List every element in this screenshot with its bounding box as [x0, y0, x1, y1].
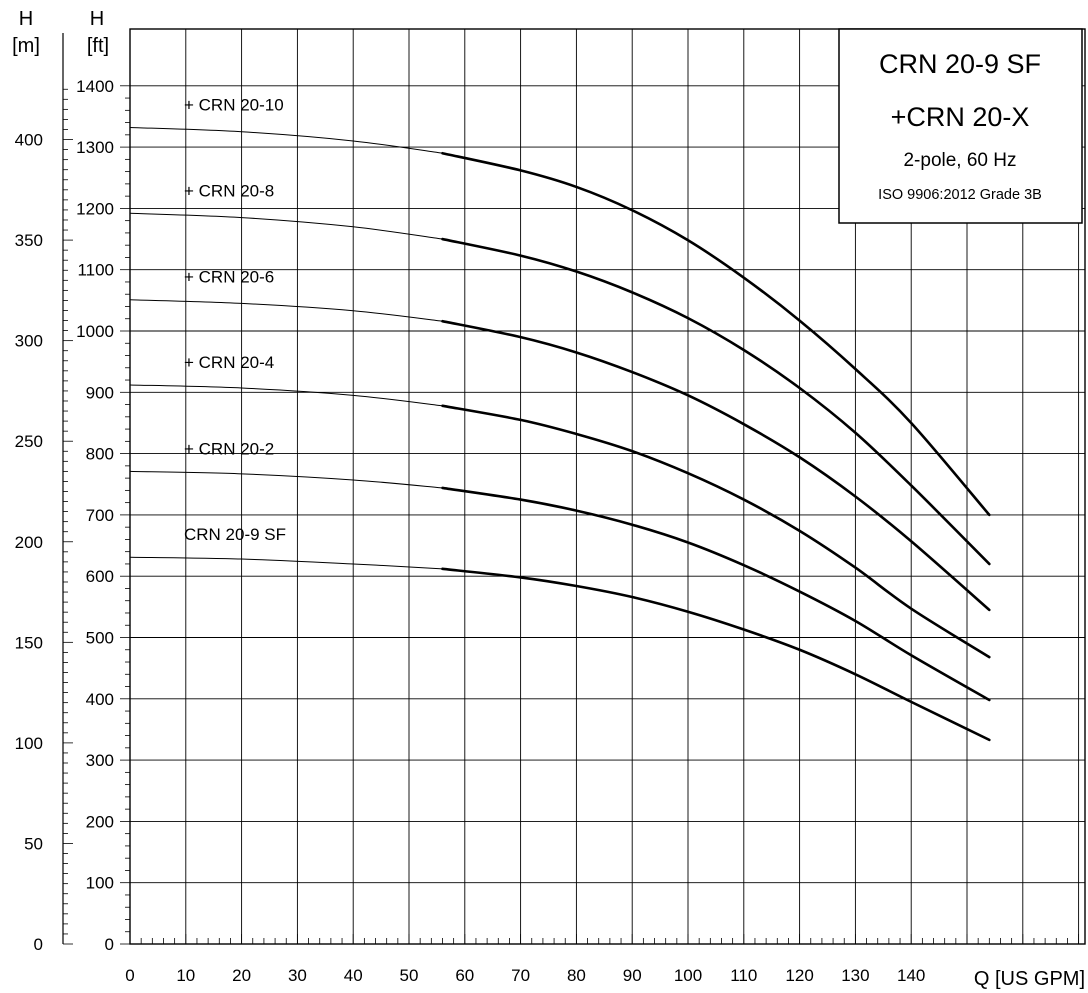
ft-tick-label: 900	[86, 383, 114, 402]
ft-tick-label: 1100	[77, 261, 114, 280]
series-label: + CRN 20-8	[184, 181, 274, 200]
m-tick-label: 350	[15, 231, 43, 250]
series-label: + CRN 20-2	[184, 439, 274, 458]
x-tick-label: 20	[232, 966, 251, 985]
x-tick-label: 40	[344, 966, 363, 985]
x-tick-label: 10	[176, 966, 195, 985]
series-label: + CRN 20-10	[184, 95, 284, 114]
left-m-axis-label: H	[19, 8, 33, 30]
curve-thick-segment	[441, 567, 991, 742]
ft-tick-label: 800	[86, 445, 114, 464]
m-tick-label: 50	[24, 834, 43, 853]
series-label: + CRN 20-4	[184, 353, 274, 372]
m-tick-label: 250	[15, 432, 43, 451]
x-tick-label: 110	[730, 966, 757, 985]
curve-thin-segment	[129, 126, 443, 154]
ft-tick-label: 400	[86, 690, 114, 709]
x-tick-label: 90	[623, 966, 642, 985]
tick-labels: 0 10 20 30 40 50 60 70 80 90 100 110 120 130 140010020…	[15, 77, 926, 985]
ft-tick-label: 1300	[76, 138, 114, 157]
title-box: CRN 20-9 SF +CRN 20-X 2-pole, 60 Hz ISO …	[838, 28, 1083, 224]
title-line-2: +CRN 20-X	[891, 102, 1030, 132]
curve-thick-segment	[441, 486, 991, 702]
title-line-4: ISO 9906:2012 Grade 3B	[878, 187, 1042, 203]
m-tick-label: 200	[15, 533, 43, 552]
m-tick-label: 300	[15, 332, 43, 351]
pump-curves	[129, 126, 991, 742]
m-tick-label: 400	[15, 131, 43, 150]
x-axis-label: Q [US GPM]	[974, 968, 1085, 990]
x-tick-label: 30	[288, 966, 307, 985]
ft-tick-label: 500	[86, 629, 114, 648]
left-m-axis-unit: [m]	[12, 35, 40, 57]
curve-thin-segment	[129, 556, 443, 570]
ft-tick-label: 1200	[76, 199, 114, 218]
ft-tick-label: 200	[86, 812, 114, 831]
series-label: CRN 20-9 SF	[184, 525, 286, 544]
curve-thin-segment	[129, 470, 443, 489]
tick-marks	[63, 85, 1079, 945]
curve-thick-segment	[441, 404, 991, 659]
x-tick-label: 130	[841, 966, 869, 985]
ft-tick-label: 700	[86, 506, 114, 525]
title-line-1: CRN 20-9 SF	[879, 49, 1041, 79]
curve-thick-segment	[441, 319, 991, 612]
x-tick-label: 50	[400, 966, 419, 985]
x-tick-label: 120	[785, 966, 813, 985]
curve-thin-segment	[129, 299, 443, 322]
x-tick-label: 80	[567, 966, 586, 985]
x-tick-label: 70	[511, 966, 530, 985]
ft-tick-label: 100	[86, 874, 114, 893]
left-ft-axis-label: H	[90, 8, 104, 30]
ft-tick-label: 1000	[76, 322, 114, 341]
ft-tick-label: 600	[86, 567, 114, 586]
curve-thick-segment	[441, 237, 991, 566]
x-tick-label: 140	[897, 966, 925, 985]
curve-thin-segment	[129, 384, 443, 407]
ft-tick-label: 0	[105, 935, 114, 954]
plot-frame	[129, 28, 1086, 945]
x-tick-label: 100	[674, 966, 702, 985]
x-tick-label: 0	[125, 966, 134, 985]
m-tick-label: 100	[15, 734, 43, 753]
m-tick-label: 0	[34, 935, 43, 954]
x-tick-label: 60	[455, 966, 474, 985]
ft-tick-label: 1400	[76, 77, 114, 96]
ft-tick-label: 300	[86, 751, 114, 770]
series-label: + CRN 20-6	[184, 268, 274, 287]
m-tick-label: 150	[15, 633, 43, 652]
title-line-3: 2-pole, 60 Hz	[903, 150, 1016, 171]
axes	[62, 28, 1086, 945]
left-ft-axis-unit: [ft]	[87, 35, 109, 57]
curve-thin-segment	[129, 212, 443, 240]
curve-thick-segment	[441, 151, 991, 517]
